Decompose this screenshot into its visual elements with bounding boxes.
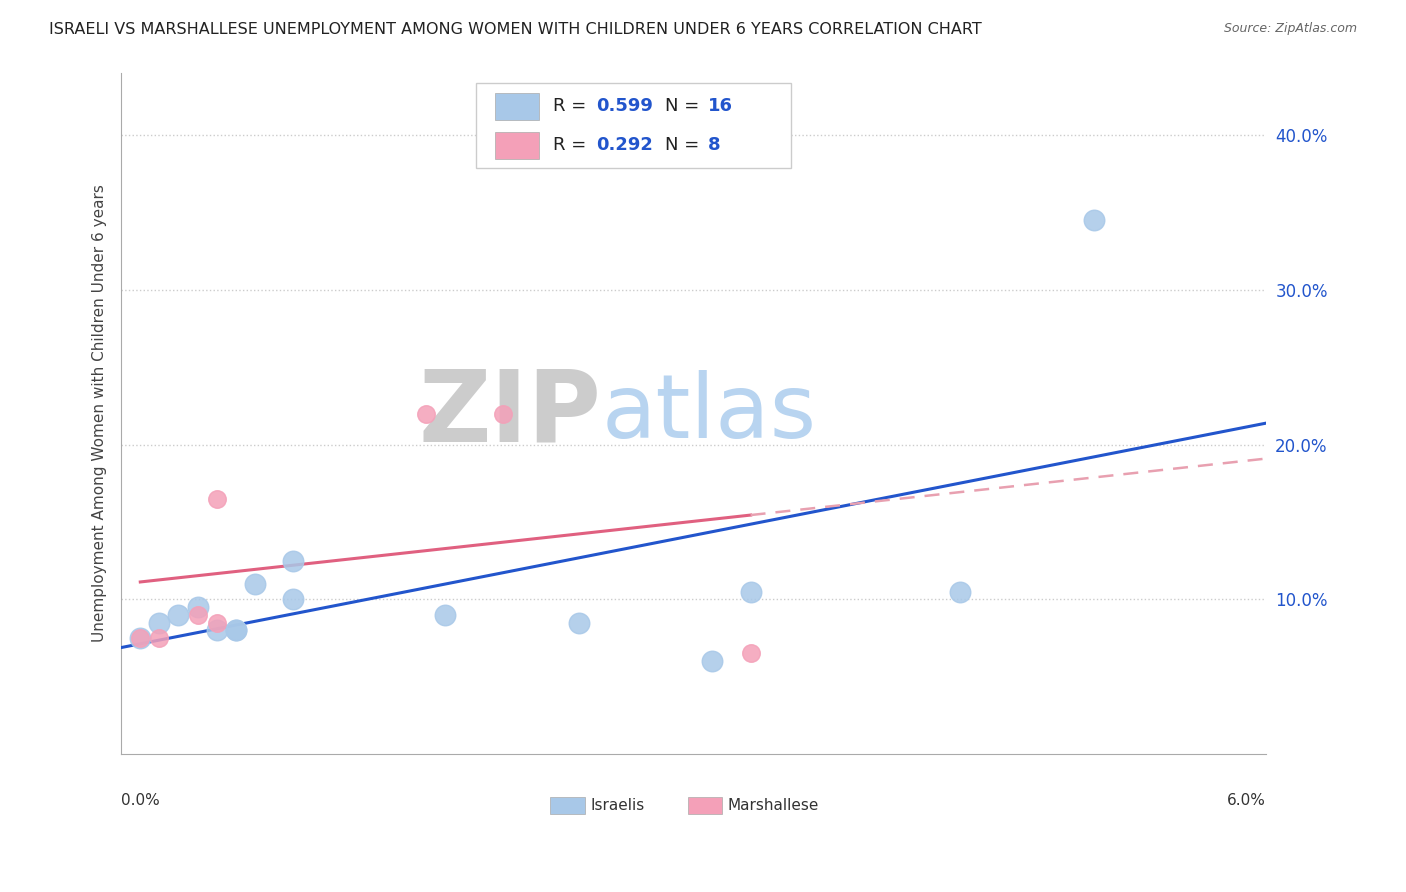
Text: 8: 8 [709, 136, 721, 154]
Point [148, 631, 170, 645]
Text: Source: ZipAtlas.com: Source: ZipAtlas.com [1223, 22, 1357, 36]
Point [281, 553, 304, 567]
Text: Marshallese: Marshallese [728, 797, 820, 813]
Point [205, 615, 228, 630]
Text: R =: R = [553, 136, 592, 154]
Text: 6.0%: 6.0% [1226, 793, 1265, 808]
Text: N =: N = [665, 97, 704, 115]
Text: 0.599: 0.599 [596, 97, 652, 115]
Text: 16: 16 [709, 97, 734, 115]
Point [129, 631, 152, 645]
Point [1083, 213, 1105, 227]
Point [167, 607, 190, 622]
Point [243, 577, 266, 591]
Point [434, 607, 457, 622]
Text: Israelis: Israelis [591, 797, 644, 813]
Point [225, 624, 247, 638]
FancyBboxPatch shape [495, 93, 538, 120]
Point [186, 607, 208, 622]
FancyBboxPatch shape [688, 797, 721, 814]
FancyBboxPatch shape [550, 797, 585, 814]
Point [205, 624, 228, 638]
Point [702, 654, 724, 668]
Point [129, 631, 152, 645]
FancyBboxPatch shape [477, 83, 790, 169]
Point [740, 584, 762, 599]
Text: 0.292: 0.292 [596, 136, 652, 154]
Text: R =: R = [553, 97, 592, 115]
Point [186, 600, 208, 615]
Text: 0.0%: 0.0% [121, 793, 160, 808]
Text: ZIP: ZIP [419, 365, 602, 462]
Text: atlas: atlas [602, 370, 817, 457]
Point [148, 615, 170, 630]
Point [568, 615, 591, 630]
Point [225, 624, 247, 638]
FancyBboxPatch shape [495, 132, 538, 159]
Point [205, 491, 228, 506]
Point [740, 647, 762, 661]
Point [281, 592, 304, 607]
Text: N =: N = [665, 136, 704, 154]
Y-axis label: Unemployment Among Women with Children Under 6 years: Unemployment Among Women with Children U… [93, 185, 107, 642]
Point [415, 407, 437, 421]
Point [949, 584, 972, 599]
Text: ISRAELI VS MARSHALLESE UNEMPLOYMENT AMONG WOMEN WITH CHILDREN UNDER 6 YEARS CORR: ISRAELI VS MARSHALLESE UNEMPLOYMENT AMON… [49, 22, 981, 37]
Point [492, 407, 515, 421]
